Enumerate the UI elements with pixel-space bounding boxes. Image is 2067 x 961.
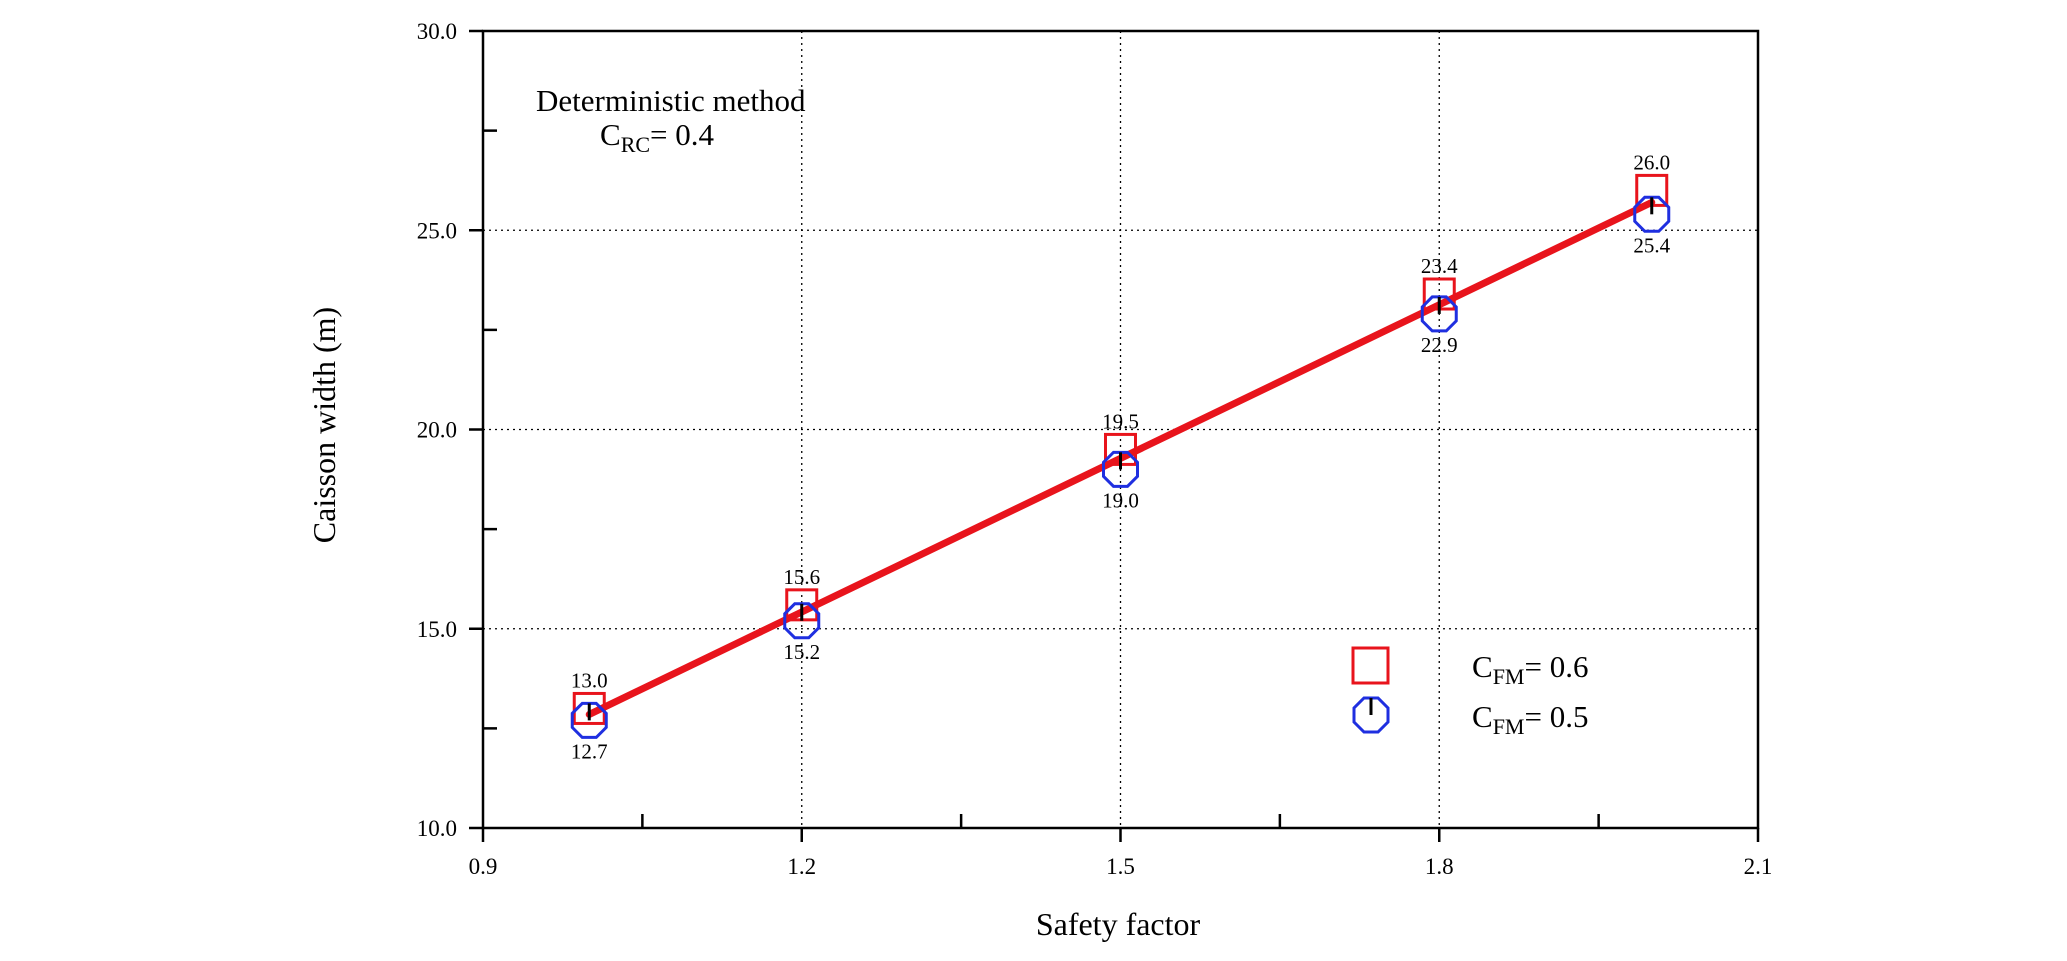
annotation-crc-main: C — [600, 117, 621, 152]
point-circle — [783, 602, 821, 640]
annotation-crc-value: = 0.4 — [650, 117, 714, 152]
annotation-crc: CRC= 0.4 — [600, 117, 715, 157]
legend-06-value: = 0.6 — [1524, 649, 1588, 684]
data-label-square: 15.6 — [783, 565, 820, 589]
y-tick-label: 10.0 — [417, 816, 457, 841]
data-marks: 13.0 12.7 15.6 15.2 19.5 19.0 23.4 22.9 26.0 25.4 — [570, 150, 1671, 763]
legend-06-sub: FM — [1493, 664, 1525, 689]
legend-06-main: C — [1472, 649, 1493, 684]
x-tick-label: 1.2 — [787, 854, 816, 879]
x-tick-label: 1.8 — [1425, 854, 1454, 879]
legend-05-value: = 0.5 — [1524, 699, 1588, 734]
point-circle — [570, 701, 608, 739]
legend-05-main: C — [1472, 699, 1493, 734]
axis-ticks: 0.9 1.2 1.5 1.8 2.1 10.0 15.0 20.0 25.0 30.0 — [417, 19, 1773, 879]
data-label-square: 23.4 — [1421, 254, 1458, 278]
legend-05-sub: FM — [1493, 714, 1525, 739]
data-label-square: 13.0 — [571, 668, 608, 692]
legend-entry-cfm-06: CFM= 0.6 — [1472, 649, 1588, 689]
y-tick-label: 30.0 — [417, 19, 457, 44]
data-label-circle: 15.2 — [783, 640, 820, 664]
data-label-square: 26.0 — [1633, 150, 1670, 174]
y-axis-label: Caisson width (m) — [306, 307, 342, 543]
point-square — [572, 691, 606, 725]
x-tick-label: 2.1 — [1744, 854, 1773, 879]
x-tick-label: 0.9 — [469, 854, 498, 879]
annotation: Deterministic method CRC= 0.4 — [536, 83, 806, 157]
y-tick-label: 15.0 — [417, 617, 457, 642]
data-label-circle: 22.9 — [1421, 333, 1458, 357]
x-tick-label: 1.5 — [1106, 854, 1135, 879]
y-tick-label: 20.0 — [417, 418, 457, 443]
data-label-square: 19.5 — [1102, 409, 1139, 433]
data-label-circle: 25.4 — [1633, 233, 1670, 257]
legend-entry-cfm-05: CFM= 0.5 — [1472, 699, 1588, 739]
point-circle — [1633, 195, 1671, 233]
annotation-crc-sub: RC — [621, 132, 650, 157]
x-axis-label: Safety factor — [1036, 906, 1201, 942]
point-circle — [1420, 295, 1458, 333]
point-circle — [1102, 450, 1139, 488]
legend: CFM= 0.6 CFM= 0.5 — [1351, 646, 1588, 739]
gridlines — [483, 31, 1758, 828]
data-label-circle: 19.0 — [1102, 488, 1139, 512]
legend-marker-square — [1351, 646, 1390, 685]
legend-marker-circle — [1352, 696, 1390, 734]
y-tick-label: 25.0 — [417, 218, 457, 243]
annotation-method: Deterministic method — [536, 83, 806, 118]
data-label-circle: 12.7 — [571, 739, 608, 763]
